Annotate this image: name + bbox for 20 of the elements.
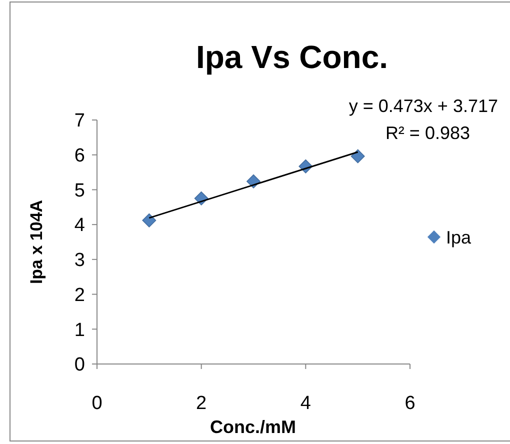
x-tick-label: 4: [300, 393, 312, 414]
chart-title: Ipa Vs Conc.: [196, 39, 388, 75]
point: [350, 149, 365, 164]
x-axis-title: Conc./mM: [210, 417, 296, 437]
y-axis-title: Ipa x 104A: [27, 200, 46, 284]
point: [142, 213, 156, 228]
y-tick-label: 3: [74, 250, 85, 272]
y-tick-label: 6: [74, 146, 85, 167]
y-tick-label: 1: [74, 320, 85, 341]
x-tick-label: 2: [196, 393, 207, 414]
x-tick-label: 6: [404, 393, 416, 414]
y-tick-label: 7: [74, 110, 85, 132]
annotation: R² = 0.983: [385, 123, 470, 143]
y-tick-label: 5: [74, 180, 85, 202]
y-tick-label: 2: [74, 284, 85, 306]
legend-label: Ipa: [446, 227, 472, 248]
x-tick-label: 0: [92, 393, 102, 414]
y-tick-label: 0: [74, 354, 85, 376]
y-tick-label: 4: [74, 215, 86, 236]
text: y = 0.473x + 3.717: [348, 96, 498, 116]
